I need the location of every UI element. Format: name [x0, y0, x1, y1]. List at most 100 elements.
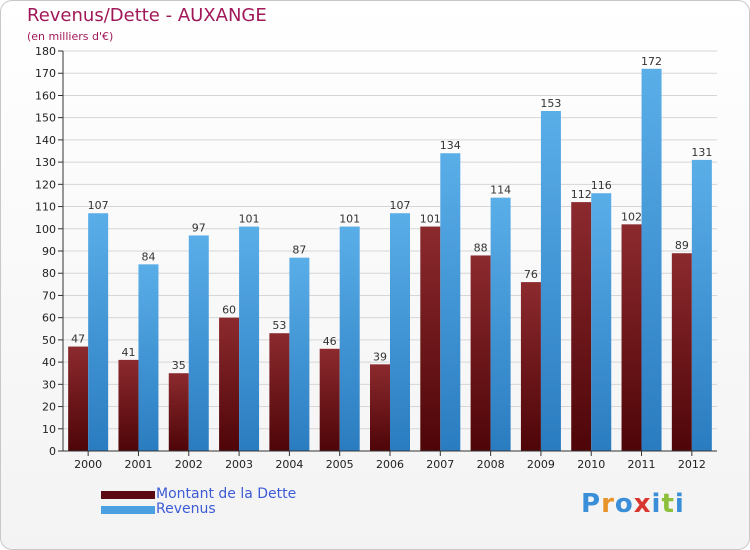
x-tick-label: 2009 — [527, 458, 555, 471]
y-tick-label: 10 — [42, 423, 56, 436]
x-tick-label: 2007 — [426, 458, 454, 471]
y-tick-label: 120 — [35, 178, 56, 191]
data-label-dette: 35 — [172, 359, 186, 372]
data-label-revenus: 172 — [641, 55, 662, 68]
data-label-dette: 39 — [373, 350, 387, 363]
logo-letter: P — [581, 489, 602, 519]
x-tick-label: 2000 — [74, 458, 102, 471]
data-label-revenus: 101 — [339, 213, 360, 226]
y-tick-label: 0 — [49, 445, 56, 458]
data-label-dette: 41 — [121, 346, 135, 359]
data-label-dette: 76 — [524, 268, 538, 281]
data-label-dette: 47 — [71, 333, 85, 346]
legend-label-revenus: Revenus — [156, 501, 216, 517]
bar-dette — [118, 359, 139, 451]
bar-dette — [470, 255, 491, 451]
bar-revenus — [591, 193, 612, 451]
logo-letter: r — [601, 489, 615, 519]
bar-revenus — [289, 257, 310, 451]
data-label-dette: 101 — [420, 213, 441, 226]
bar-dette — [68, 346, 89, 451]
bar-dette — [520, 282, 541, 451]
bar-revenus — [339, 226, 360, 451]
chart-subtitle: (en milliers d'€) — [27, 30, 114, 43]
chart-title: Revenus/Dette - AUXANGE — [27, 5, 267, 26]
data-label-revenus: 107 — [88, 199, 109, 212]
data-label-dette: 60 — [222, 304, 236, 317]
y-tick-label: 150 — [35, 112, 56, 125]
y-tick-label: 160 — [35, 89, 56, 102]
data-label-dette: 53 — [272, 319, 286, 332]
bar-dette — [571, 202, 592, 451]
data-label-revenus: 101 — [239, 213, 260, 226]
y-tick-label: 70 — [42, 289, 56, 302]
y-tick-label: 140 — [35, 134, 56, 147]
bar-revenus — [239, 226, 260, 451]
bar-dette — [671, 253, 692, 451]
bar-dette — [219, 317, 240, 451]
data-label-dette: 102 — [621, 210, 642, 223]
y-tick-label: 50 — [42, 334, 56, 347]
logo-letter: x — [633, 489, 652, 519]
bar-dette — [420, 226, 441, 451]
logo-letter: t — [661, 489, 675, 519]
data-label-dette: 46 — [323, 335, 337, 348]
data-label-revenus: 116 — [591, 179, 612, 192]
x-tick-label: 2010 — [577, 458, 605, 471]
bar-dette — [269, 333, 290, 451]
data-label-revenus: 84 — [141, 250, 155, 263]
data-label-revenus: 134 — [440, 139, 461, 152]
bars: 47 107 41 84 35 97 60 101 53 87 46 101 39 107 101 134 88… — [68, 55, 712, 452]
x-tick-label: 2004 — [275, 458, 303, 471]
data-label-dette: 88 — [474, 241, 488, 254]
data-label-dette: 112 — [571, 188, 592, 201]
bar-dette — [319, 348, 340, 451]
data-label-revenus: 107 — [390, 199, 411, 212]
bar-dette — [370, 364, 390, 451]
data-label-dette: 89 — [675, 239, 689, 252]
x-tick-label: 2001 — [124, 458, 152, 471]
x-tick-label: 2012 — [678, 458, 706, 471]
proxiti-logo: Proxiti — [581, 489, 685, 519]
bar-revenus — [490, 197, 511, 451]
y-tick-label: 100 — [35, 223, 56, 236]
bar-dette — [621, 224, 642, 451]
x-tick-label: 2006 — [376, 458, 404, 471]
y-tick-label: 180 — [35, 45, 56, 58]
bar-revenus — [641, 68, 662, 452]
x-tick-label: 2005 — [326, 458, 354, 471]
data-label-revenus: 97 — [192, 221, 206, 234]
x-tick-label: 2008 — [477, 458, 505, 471]
data-label-revenus: 131 — [691, 146, 712, 159]
logo-letter: i — [674, 489, 685, 519]
axes: 0 10 20 30 40 50 60 70 80 90 100 110 120 130 140 150 160… — [35, 45, 717, 471]
bar-revenus — [691, 159, 712, 451]
x-tick-label: 2002 — [175, 458, 203, 471]
logo-letter: i — [651, 489, 662, 519]
legend-swatch-revenus — [101, 506, 155, 514]
x-tick-label: 2011 — [628, 458, 656, 471]
bar-revenus — [88, 213, 109, 451]
y-tick-label: 20 — [42, 401, 56, 414]
y-tick-label: 110 — [35, 201, 56, 214]
bar-dette — [168, 373, 189, 451]
data-label-revenus: 114 — [490, 184, 511, 197]
y-tick-label: 80 — [42, 267, 56, 280]
bar-revenus — [138, 264, 159, 451]
bar-revenus — [540, 111, 561, 451]
y-tick-label: 30 — [42, 378, 56, 391]
y-tick-label: 130 — [35, 156, 56, 169]
data-label-revenus: 153 — [540, 97, 561, 110]
data-label-revenus: 87 — [292, 244, 306, 257]
y-tick-label: 90 — [42, 245, 56, 258]
bar-revenus — [390, 213, 410, 451]
legend-swatch-dette — [101, 491, 155, 499]
logo-letter: o — [614, 489, 634, 519]
y-tick-label: 40 — [42, 356, 56, 369]
y-tick-label: 60 — [42, 312, 56, 325]
y-tick-label: 170 — [35, 67, 56, 80]
bar-revenus — [440, 153, 461, 451]
x-tick-label: 2003 — [225, 458, 253, 471]
